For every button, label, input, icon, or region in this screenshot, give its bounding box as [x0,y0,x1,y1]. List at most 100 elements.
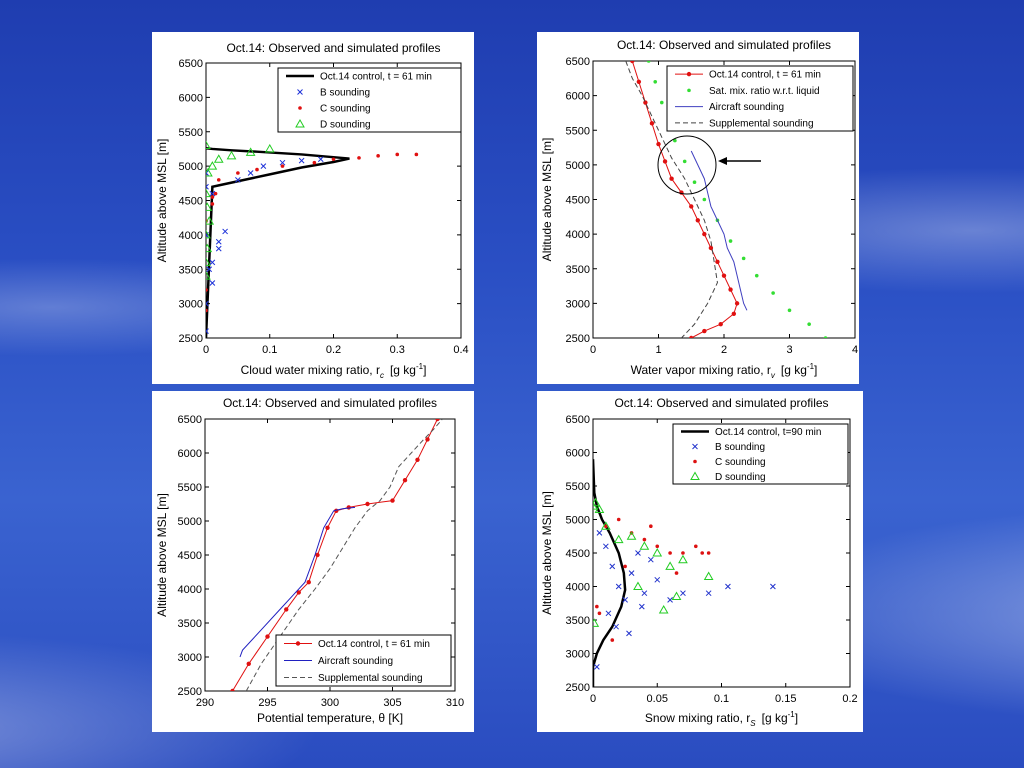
data-point [673,138,677,143]
y-tick-label: 6500 [178,414,202,426]
series-line [690,150,748,311]
data-point [638,603,645,610]
data-point [718,321,723,327]
data-point [702,328,707,334]
y-tick-label: 5000 [566,515,590,527]
y-axis-label: Altitude above MSL [m] [155,139,169,263]
data-point [206,271,211,280]
legend-entry: C sounding [693,457,766,468]
x-tick-label: 305 [383,697,401,709]
y-tick-label: 4000 [566,582,590,594]
cloud-water-chart-svg: Oct.14: Observed and simulated profiles 0… [155,41,469,380]
data-point [210,195,215,199]
x-axis-label-unit: [g kg [390,363,416,377]
data-point [728,287,733,292]
data-point [265,634,270,639]
legend-entry: Oct.14 control, t=90 min [681,427,821,438]
x-axis-label-unit: [g kg [781,363,807,377]
data-point [213,191,218,196]
legend: Oct.14 control, t=90 min B sounding C soun… [672,423,849,485]
data-point [206,257,211,266]
potential-temperature-chart-svg: Oct.14: Observed and simulated profiles 2… [155,396,464,725]
data-point [206,170,209,176]
annotation-line-2: already [769,164,819,181]
data-point [315,552,320,558]
legend-box [672,423,849,485]
data-point [741,256,746,261]
series-oct-14-control-t-61-min [230,419,440,691]
data-point [206,202,213,211]
y-tick-label: 6500 [566,56,590,68]
legend-label: Oct.14 control, t = 61 min [320,72,432,83]
chart-title: Oct.14: Observed and simulated profiles [617,38,831,52]
legend-entry: Supplemental sounding [675,118,814,129]
data-point [594,664,600,670]
data-point [284,607,289,612]
legend-entry: D sounding [295,118,371,131]
data-point [604,524,608,528]
data-point [770,583,776,590]
y-tick-label: 2500 [179,333,203,345]
data-point [206,266,213,273]
legend: Oct.14 control, t = 61 min Aircraft sound… [275,634,452,687]
series-supplemental-sounding [245,419,443,691]
water-vapor-chart-svg: Oct.14: Observed and simulated profiles 0… [540,38,858,380]
data-point [665,561,675,570]
legend-label: Supplemental sounding [709,118,814,129]
data-point [694,544,698,549]
series-line [239,506,356,658]
data-point [209,190,216,197]
data-point [357,156,361,160]
x-tick-label: 290 [196,697,214,709]
y-tick-label: 6000 [566,448,590,460]
y-tick-label: 5500 [179,127,203,139]
legend-entry: D sounding [690,471,766,483]
x-axis-label-main: Snow mixing ratio, r [645,711,750,725]
legend-entry: Sat. mix. ratio w.r.t. liquid [687,86,820,97]
legend-label: D sounding [715,472,766,483]
series-b-sounding [206,156,324,334]
y-tick-label: 4000 [179,230,203,242]
chart-title: Oct.14: Observed and simulated profiles [614,396,828,410]
data-point [390,498,395,503]
x-tick-label: 0.2 [842,693,857,705]
data-point [235,177,241,183]
data-point [213,154,224,163]
data-point [593,497,601,507]
data-point [317,156,324,163]
y-tick-label: 5000 [178,516,202,528]
legend-swatch [298,106,302,110]
legend-swatch [295,118,305,128]
x-tick-label: 310 [446,697,464,709]
data-point [639,541,650,550]
data-point [209,259,216,266]
legend-swatch [687,88,691,93]
legend-box [277,67,462,133]
data-point [415,457,420,462]
x-axis-label-sup: -1 [807,362,815,371]
legend-entry: Supplemental sounding [284,673,423,684]
data-point [226,150,237,160]
y-tick-label: 3000 [566,298,590,310]
y-tick-label: 2500 [566,333,590,345]
data-point [643,100,648,105]
y-tick-label: 6000 [566,91,590,103]
data-point [610,638,615,642]
data-point [206,328,209,334]
snow-mixing-chart: Oct.14: Observed and simulated profiles 0… [537,391,863,732]
data-point [705,590,712,597]
data-point [734,301,740,306]
data-point [255,167,259,172]
data-point [312,160,317,165]
x-axis-label: Snow mixing ratio, rS [g kg-1] [645,710,798,728]
data-point [681,551,685,555]
data-point [425,437,430,442]
x-axis-label-unit: [g kg [762,711,788,725]
data-point [728,239,733,243]
data-point [652,547,663,557]
data-point [642,537,647,542]
data-point [674,571,679,575]
y-tick-label: 3500 [179,264,203,276]
data-point [346,505,351,510]
legend: Oct.14 control, t = 61 min B sounding C so… [277,67,462,133]
